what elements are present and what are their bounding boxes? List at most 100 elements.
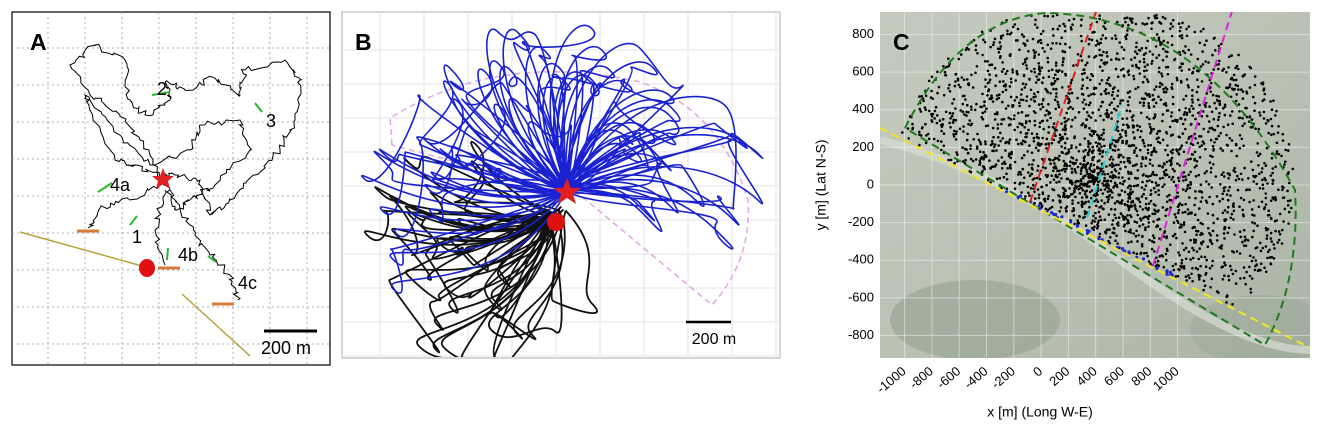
fix [1161, 254, 1165, 258]
fix [1205, 39, 1208, 42]
fix [1158, 129, 1162, 133]
fix [1091, 151, 1094, 154]
arrow [207, 255, 217, 263]
fix [1141, 208, 1145, 211]
fix [1182, 248, 1186, 252]
fix [1127, 125, 1130, 129]
fix [1074, 180, 1078, 184]
fix [1227, 189, 1230, 192]
fix [1110, 162, 1114, 165]
fix [1002, 175, 1006, 179]
fix [1054, 61, 1058, 64]
fix [1109, 179, 1113, 183]
fix [1105, 61, 1109, 64]
fix [1025, 99, 1028, 103]
fix [1205, 92, 1208, 95]
fix [950, 114, 954, 118]
fix [1084, 63, 1087, 67]
fix [936, 70, 939, 74]
fix [1070, 144, 1073, 147]
fix [1035, 75, 1038, 78]
fix [1197, 122, 1201, 126]
fix [1274, 229, 1277, 233]
fix [1216, 124, 1220, 128]
fix [1159, 22, 1163, 25]
fix [1077, 180, 1080, 183]
fix [1241, 178, 1244, 181]
fix [1001, 61, 1004, 64]
fix [1269, 100, 1272, 103]
fix [1214, 137, 1218, 141]
fix [1188, 110, 1192, 113]
fix [1013, 160, 1017, 164]
fix [1133, 205, 1137, 208]
fix [1134, 50, 1137, 53]
fix [1109, 84, 1112, 87]
fix [1121, 176, 1124, 179]
fix [995, 97, 999, 101]
fix [1064, 124, 1067, 127]
fix [1165, 87, 1169, 91]
fix [938, 119, 942, 122]
fix [1145, 179, 1149, 183]
fix [1213, 128, 1217, 132]
fix [1248, 254, 1252, 258]
fix [1209, 154, 1212, 158]
fix [1087, 94, 1090, 98]
fix [1111, 90, 1115, 94]
fix [1062, 22, 1065, 26]
fix [1111, 148, 1115, 152]
fix [1198, 145, 1202, 149]
fix [1051, 42, 1054, 45]
fix [1037, 39, 1040, 43]
fix [1026, 114, 1030, 117]
fix [1073, 190, 1076, 194]
fix [1021, 123, 1024, 127]
fix [1080, 18, 1083, 22]
trajectory [416, 219, 552, 357]
fix [1120, 135, 1123, 139]
fix [1048, 207, 1052, 210]
fix [1041, 29, 1045, 33]
fix [1261, 246, 1265, 250]
fix [1006, 167, 1009, 170]
fix [1113, 201, 1117, 205]
fix [1189, 53, 1193, 56]
fix [1072, 214, 1076, 217]
fix [990, 140, 994, 143]
fix [1032, 110, 1036, 113]
fix [1064, 72, 1067, 76]
fix [1155, 33, 1159, 36]
fix [1269, 237, 1273, 240]
fix [1033, 56, 1036, 59]
fix [1128, 160, 1131, 163]
fix [1261, 178, 1264, 182]
fix [1112, 186, 1115, 189]
fix [1101, 100, 1105, 104]
fix [1148, 122, 1151, 126]
fix [1141, 157, 1145, 161]
fix [1083, 212, 1087, 216]
fix [1052, 87, 1055, 91]
fix [1107, 198, 1110, 201]
fix [1171, 175, 1175, 179]
fix [1229, 77, 1233, 81]
fix [1114, 34, 1117, 37]
fix [995, 149, 998, 152]
fix [1058, 173, 1061, 176]
fix [1234, 142, 1238, 146]
fix [1210, 186, 1213, 189]
fix [1004, 162, 1007, 166]
fix [1274, 165, 1277, 169]
fix [1116, 75, 1120, 78]
fix [979, 157, 983, 160]
fix [1032, 96, 1035, 99]
fix [1234, 282, 1238, 285]
fix [1221, 278, 1225, 281]
fix [1098, 17, 1101, 21]
fix [993, 145, 996, 148]
trajectory [361, 94, 568, 208]
fix [978, 140, 982, 144]
fix [1098, 152, 1102, 156]
fix [1070, 171, 1074, 174]
